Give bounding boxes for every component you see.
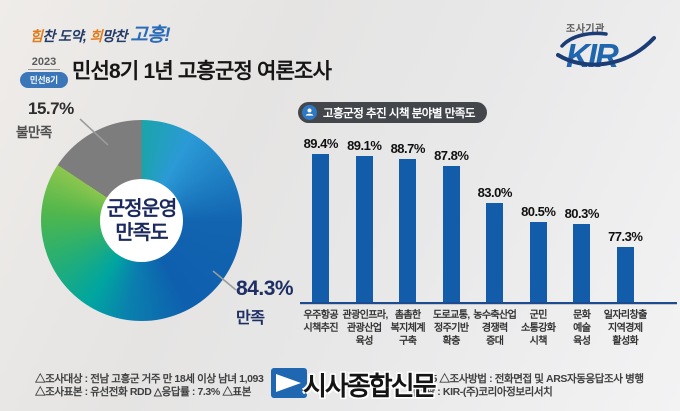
slogan: 힘찬 도약, 희망찬 고흥! (30, 20, 171, 47)
bar-category-label: 도로교통, 정주기반 확충 (432, 310, 470, 347)
satisfied-label: 만족 (236, 310, 265, 327)
bar (616, 246, 634, 303)
slogan-accent-1: 힘 (30, 28, 43, 44)
bar-chart: 89.4% 89.1% 88.7% 87.8% 83.0% 80.5% 80.3% 77.3% (299, 130, 647, 303)
bar (486, 202, 504, 303)
term-pill: 민선8기 (20, 72, 68, 88)
bar-column: 83.0% (473, 185, 517, 303)
slogan-accent-2: 희 (89, 28, 103, 44)
bar-column: 89.1% (343, 138, 387, 303)
bar-chart-baseline-shadow (300, 304, 677, 305)
bar (312, 153, 330, 303)
bar (573, 223, 591, 303)
bar-value-label: 88.7% (390, 141, 426, 156)
bar-column: 80.3% (560, 206, 604, 303)
bar-category-label: 군민 소통강화 시책 (521, 310, 556, 347)
bar-chart-categories: 우주항공 시책추진 관광인프라, 관광산업 육성 촘촘한 복지체계 구축 도로교통, … (299, 309, 648, 348)
footer-line2-left: △조사표본 : 유선전화 RDD △응답률 : 7.3% △표본 (35, 386, 251, 398)
bar-value-label: 89.1% (347, 137, 382, 153)
year-label: 2023 (27, 56, 61, 70)
bar-section-header: 고흥군정 추진 시책 분야별 만족도 (298, 102, 487, 123)
slogan-highlight: 고흥! (130, 25, 171, 46)
watermark-text: 시사종합신문 (303, 371, 437, 401)
bar-column: 88.7% (386, 141, 430, 303)
slogan-rest-1: 찬 도약, (42, 28, 90, 44)
footer-line1-right: . 15 △조사방법 : 전화면접 및 ARS자동응답조사 병행 (421, 373, 644, 385)
dissatisfied-label: 불만족 (16, 125, 52, 140)
agency-label: 조사기관 (566, 24, 605, 35)
bar-category-label: 문화 예술 육성 (573, 310, 591, 347)
kir-logo-icon: KIR (556, 31, 656, 74)
svg-text:KIR: KIR (566, 37, 619, 74)
bar-category-label: 촘촘한 복지체계 구축 (390, 310, 426, 347)
bar-section-title: 고흥군정 추진 시책 분야별 만족도 (323, 107, 475, 120)
bar-value-label: 80.3% (564, 205, 600, 221)
dissatisfied-callout: 15.7% 불만족 (16, 99, 74, 141)
bar-value-label: 77.3% (608, 228, 643, 244)
bar-value-label: 87.8% (434, 147, 469, 163)
bar-column: 87.8% (430, 148, 474, 303)
bar-column: 80.5% (517, 204, 561, 303)
page-title: 민선8기 1년 고흥군정 여론조사 (72, 60, 332, 83)
bar-category-label: 일자리창출 지역경제 활성화 (603, 310, 648, 347)
satisfied-callout: 84.3% 만족 (236, 277, 294, 328)
bar-chart-baseline (300, 302, 677, 304)
donut-center: 군정운영 만족도 (100, 179, 183, 262)
bar-value-label: 83.0% (477, 184, 513, 200)
year-badge: 2023 민선8기 (20, 52, 68, 88)
dissatisfied-value: 15.7% (28, 99, 74, 118)
bar (355, 155, 373, 303)
donut-center-line2: 만족도 (115, 221, 168, 244)
bar (529, 222, 547, 303)
bar (399, 159, 417, 303)
watermark-logo-icon (271, 368, 307, 398)
bar (442, 165, 460, 303)
satisfied-value: 84.3% (236, 277, 294, 300)
bar-category-label: 농수축산업 경쟁력 증대 (473, 310, 517, 347)
bar-column: 77.3% (604, 229, 648, 303)
slogan-rest-2: 망찬 (102, 28, 131, 44)
person-icon (302, 105, 317, 120)
bar-value-label: 89.4% (303, 135, 339, 151)
bar-value-label: 80.5% (521, 204, 556, 220)
donut-center-line1: 군정운영 (106, 197, 178, 220)
bar-category-label: 우주항공 시책추진 (303, 310, 339, 334)
footer-line1-left: △조사대상 : 전남 고흥군 거주 만 18세 이상 남녀 1,093 (35, 373, 264, 385)
bar-category-label: 관광인프라, 관광산업 육성 (342, 310, 389, 347)
footer-line2-right: 사기관 : KIR-(주)코리아정보리서치 (407, 386, 553, 398)
bar-column: 89.4% (299, 136, 343, 303)
